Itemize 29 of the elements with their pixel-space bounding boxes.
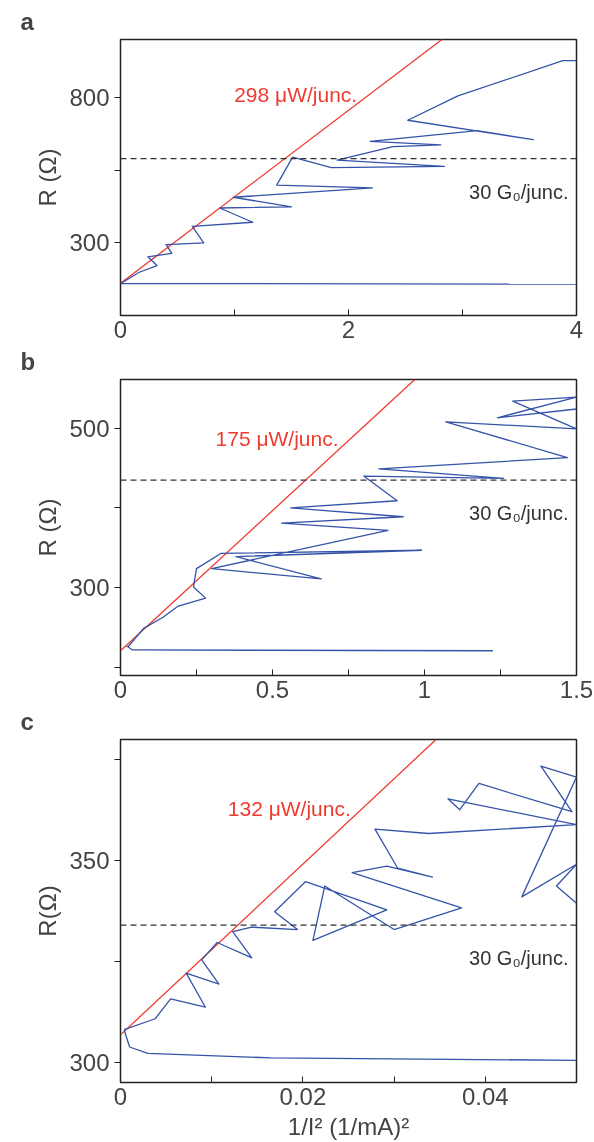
x-tick-label: 0	[113, 675, 128, 703]
x-tick-label: 0	[113, 315, 128, 343]
chart-title: b	[20, 347, 36, 375]
series-label: 132 μW/junc.	[227, 796, 351, 820]
x-tick-label: 1	[417, 675, 432, 703]
y-tick-label: 300	[69, 229, 110, 257]
y-tick-label: 300	[69, 1048, 110, 1076]
x-axis-title: 1/I² (1/mA)²	[287, 1112, 410, 1140]
y-axis-title: R (Ω)	[34, 498, 62, 557]
x-tick-label: 0	[113, 1082, 128, 1110]
x-tick-label: 1.5	[559, 675, 594, 703]
x-tick-label: 0.04	[461, 1082, 509, 1110]
series-label: 298 μW/junc.	[234, 83, 358, 107]
ref-line-label: 30 G₀/junc.	[469, 947, 569, 970]
y-axis-title: R(Ω)	[34, 885, 62, 937]
chart-title: c	[20, 707, 34, 735]
x-tick-label: 4	[569, 315, 584, 343]
series-label: 175 μW/junc.	[215, 427, 339, 451]
y-tick-label: 800	[69, 84, 110, 112]
y-axis-title: R (Ω)	[34, 148, 62, 207]
ref-line-label: 30 G₀/junc.	[469, 502, 569, 525]
x-tick-label: 0.02	[279, 1082, 327, 1110]
y-tick-label: 500	[69, 414, 110, 442]
y-tick-label: 350	[69, 847, 110, 875]
chart-title: a	[20, 7, 35, 35]
y-tick-label: 300	[69, 574, 110, 602]
ref-line-label: 30 G₀/junc.	[469, 180, 569, 203]
x-tick-label: 2	[341, 315, 356, 343]
x-tick-label: 0.5	[255, 675, 290, 703]
